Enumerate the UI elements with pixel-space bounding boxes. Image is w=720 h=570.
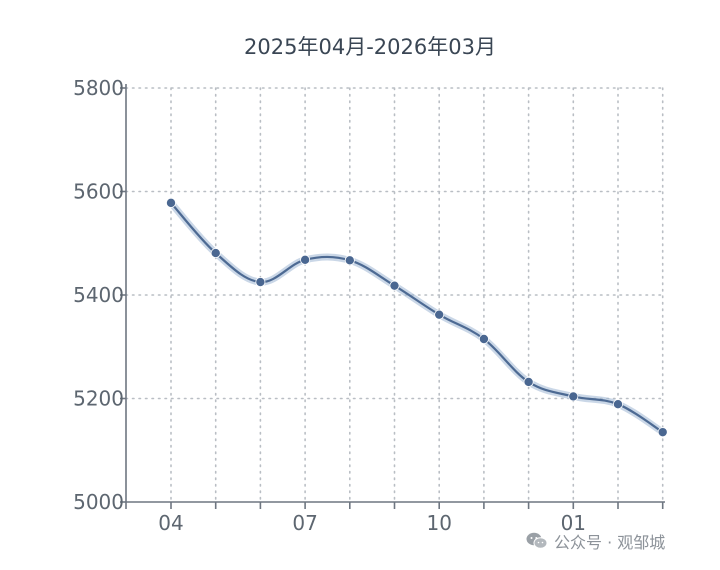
y-tick-label: 5600 — [73, 180, 124, 204]
watermark: 公众号 · 观邹城 — [526, 528, 665, 554]
y-tick-label: 5200 — [73, 387, 124, 411]
data-point — [389, 280, 400, 291]
x-tick-label: 04 — [158, 511, 183, 535]
series — [165, 197, 668, 438]
wechat-icon — [526, 532, 548, 549]
grid — [125, 87, 664, 503]
data-point — [613, 399, 624, 410]
data-point — [657, 427, 668, 438]
chart-title: 2025年04月-2026年03月 — [244, 35, 496, 59]
x-tick-labels: 04 07 10 01 — [158, 511, 586, 535]
y-tick-label: 5400 — [73, 283, 124, 307]
data-point — [255, 277, 266, 288]
x-tick-label: 10 — [426, 511, 451, 535]
data-point — [434, 309, 445, 320]
y-tick-label: 5000 — [73, 490, 124, 514]
data-point — [478, 333, 489, 344]
y-tick-labels: 5000 5200 5400 5600 5800 — [73, 76, 124, 514]
data-point — [344, 255, 355, 266]
axes — [120, 84, 665, 509]
data-point — [568, 391, 579, 402]
data-point — [165, 197, 176, 208]
data-point — [300, 254, 311, 265]
data-point — [210, 248, 221, 259]
x-tick-label: 01 — [561, 511, 586, 535]
y-tick-label: 5800 — [73, 76, 124, 100]
data-point — [523, 376, 534, 387]
watermark-text: 公众号 · 观邹城 — [554, 533, 666, 552]
x-tick-label: 07 — [292, 511, 317, 535]
